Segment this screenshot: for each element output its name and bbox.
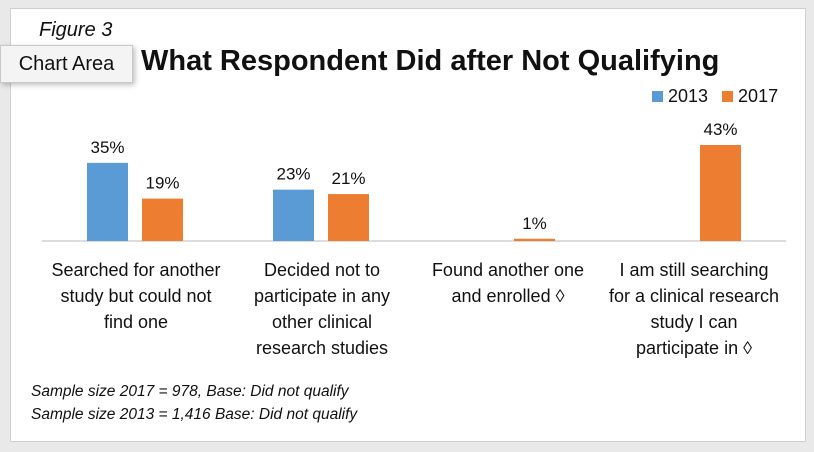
plot-area: 35% 19% 23% 21% 1% 43% bbox=[42, 120, 786, 242]
bar-2017-1[interactable] bbox=[328, 194, 369, 241]
category-label-2-line-1: and enrolled ◊ bbox=[451, 286, 565, 306]
category-label-3-line-1: for a clinical research bbox=[608, 286, 780, 306]
bar-2017-3[interactable] bbox=[700, 145, 741, 241]
category-label-2: Found another one and enrolled ◊ bbox=[413, 257, 603, 309]
data-label-2017-2: 1% bbox=[522, 214, 547, 233]
data-label-2017-3: 43% bbox=[703, 120, 737, 139]
legend-swatch-2013 bbox=[652, 91, 663, 102]
category-label-1: Decided not to participate in any other … bbox=[227, 257, 417, 361]
sample-note-2017: Sample size 2017 = 978, Base: Did not qu… bbox=[31, 383, 349, 400]
figure-label: Figure 3 bbox=[39, 19, 113, 41]
category-label-1-line-3: research studies bbox=[255, 338, 389, 358]
legend-swatch-2017 bbox=[722, 91, 734, 102]
category-label-3-line-2: study I can bbox=[650, 312, 738, 332]
category-label-0-line-2: find one bbox=[103, 312, 169, 332]
category-label-0: Searched for another study but could not… bbox=[41, 257, 231, 335]
legend: 2013 2017 bbox=[652, 86, 792, 107]
category-label-1-line-1: participate in any bbox=[253, 286, 391, 306]
category-label-3-line-0: I am still searching bbox=[619, 260, 769, 280]
bar-2013-1[interactable] bbox=[273, 189, 314, 241]
category-label-3-line-3: participate in ◊ bbox=[636, 338, 752, 358]
bar-2017-0[interactable] bbox=[142, 198, 183, 241]
data-label-2013-0: 35% bbox=[90, 138, 124, 157]
category-label-0-line-1: study but could not bbox=[60, 286, 212, 306]
chart-title: What Respondent Did after Not Qualifying bbox=[141, 45, 720, 77]
category-label-1-line-0: Decided not to bbox=[263, 260, 381, 280]
bar-2013-0[interactable] bbox=[87, 162, 128, 241]
legend-entry-2017: 2017 bbox=[722, 86, 778, 107]
chart-area[interactable]: 35% 19% 23% 21% 1% 43% Figure 3 What Responde… bbox=[10, 8, 806, 442]
legend-entry-2013: 2013 bbox=[652, 86, 708, 107]
category-label-1-line-2: other clinical bbox=[271, 312, 373, 332]
category-label-3: I am still searching for a clinical rese… bbox=[599, 257, 789, 361]
legend-label-2017: 2017 bbox=[738, 86, 779, 106]
category-label-0-line-0: Searched for another bbox=[51, 260, 221, 280]
sample-note-2013: Sample size 2013 = 1,416 Base: Did not q… bbox=[31, 406, 358, 423]
chart-area-tooltip: Chart Area bbox=[0, 45, 133, 83]
category-label-2-line-0: Found another one bbox=[431, 260, 585, 280]
legend-label-2013: 2013 bbox=[668, 86, 709, 106]
data-label-2017-0: 19% bbox=[145, 174, 179, 193]
data-label-2013-1: 23% bbox=[276, 165, 310, 184]
data-label-2017-1: 21% bbox=[331, 169, 365, 188]
bar-2017-2[interactable] bbox=[514, 238, 555, 241]
